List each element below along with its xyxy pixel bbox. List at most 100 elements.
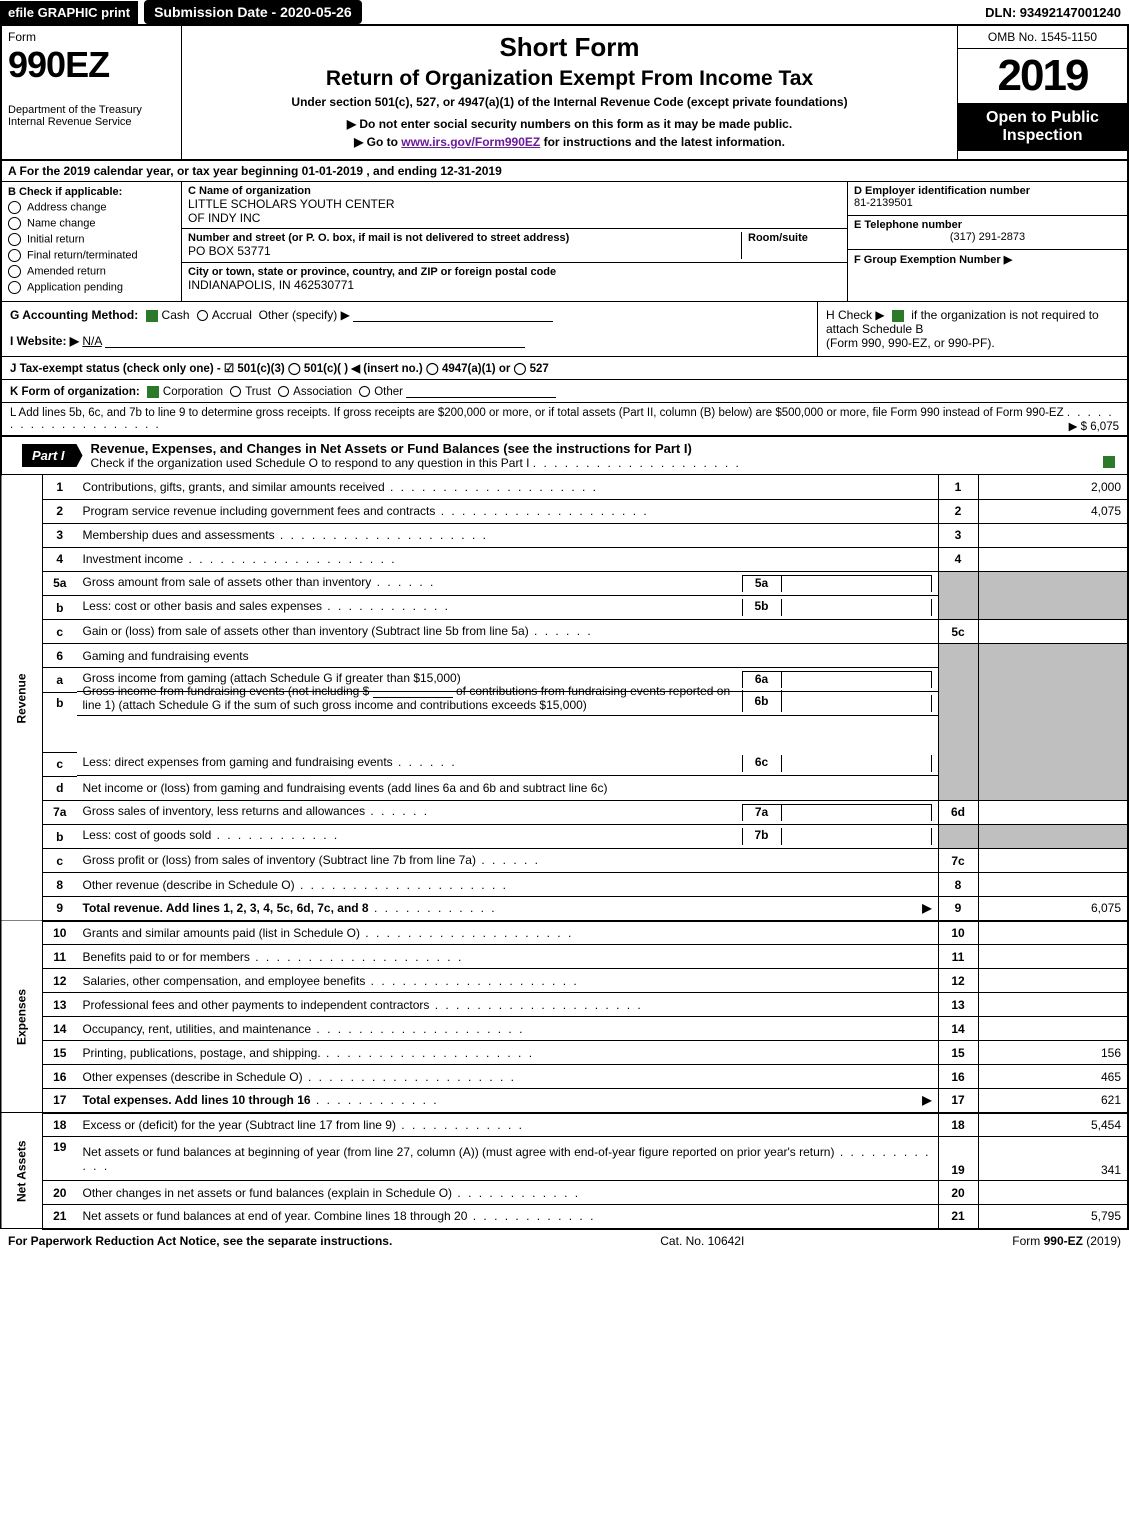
k-assoc-checkbox-icon[interactable]	[278, 386, 289, 397]
netassets-side-label: Net Assets	[1, 1113, 43, 1229]
l4-num: 4	[43, 547, 77, 571]
l6c-sub: 6c	[742, 755, 782, 772]
line-20: 20 Other changes in net assets or fund b…	[1, 1181, 1128, 1205]
l9-amount: 6,075	[978, 897, 1128, 921]
k-other-checkbox-icon[interactable]	[359, 386, 370, 397]
other-label: Other (specify) ▶	[259, 308, 350, 322]
part-1-subtitle: Check if the organization used Schedule …	[91, 456, 1119, 470]
group-exemption-row: F Group Exemption Number ▶	[848, 250, 1127, 284]
l20-amount	[978, 1181, 1128, 1205]
l5c-col: 5c	[938, 620, 978, 644]
cash-checkbox-icon[interactable]	[146, 310, 158, 322]
phone-value: (317) 291-2873	[854, 231, 1121, 243]
row-h: H Check ▶ if the organization is not req…	[817, 302, 1127, 356]
accounting-method-label: G Accounting Method:	[10, 308, 138, 322]
header-right: OMB No. 1545-1150 2019 Open to Public In…	[957, 26, 1127, 159]
line-4: 4 Investment income 4	[1, 547, 1128, 571]
l8-desc: Other revenue (describe in Schedule O)	[83, 878, 508, 892]
omb-number: OMB No. 1545-1150	[958, 26, 1127, 49]
short-form-title: Short Form	[192, 32, 947, 63]
k-corp-checkbox-icon[interactable]	[147, 386, 159, 398]
l5b-desc: Less: cost or other basis and sales expe…	[83, 599, 742, 616]
line-8: 8 Other revenue (describe in Schedule O)…	[1, 873, 1128, 897]
l17-desc: Total expenses. Add lines 10 through 16	[83, 1093, 311, 1107]
l17-arrow-icon: ▶	[922, 1093, 931, 1107]
l14-desc: Occupancy, rent, utilities, and maintena…	[83, 1022, 525, 1036]
irs-link[interactable]: www.irs.gov/Form990EZ	[401, 135, 540, 149]
l21-amount: 5,795	[978, 1205, 1128, 1229]
l6a-subval	[782, 671, 932, 688]
l6d-num: d	[43, 776, 77, 800]
l6b-d1: Gross income from fundraising events (no…	[83, 684, 370, 698]
k-trust-checkbox-icon[interactable]	[230, 386, 241, 397]
info-block: B Check if applicable: Address change Na…	[0, 182, 1129, 302]
l6b-sub: 6b	[742, 690, 782, 712]
line-18: Net Assets 18 Excess or (deficit) for th…	[1, 1113, 1128, 1137]
l6-greycol	[938, 644, 978, 801]
line-3: 3 Membership dues and assessments 3	[1, 523, 1128, 547]
chk-name-change[interactable]: Name change	[8, 217, 175, 230]
l20-dots	[452, 1186, 580, 1200]
line-7a: 7a Gross sales of inventory, less return…	[1, 800, 1128, 825]
h-checkbox-icon[interactable]	[892, 310, 904, 322]
accrual-checkbox-icon[interactable]	[197, 310, 208, 321]
part-1-dots	[533, 456, 741, 470]
l5a-subval	[782, 575, 932, 592]
l8-col: 8	[938, 873, 978, 897]
goto-line: ▶ Go to www.irs.gov/Form990EZ for instru…	[192, 135, 947, 149]
l19-desc: Net assets or fund balances at beginning…	[83, 1145, 835, 1159]
l16-num: 16	[43, 1065, 77, 1089]
line-14: 14 Occupancy, rent, utilities, and maint…	[1, 1017, 1128, 1041]
address-label: Number and street (or P. O. box, if mail…	[188, 232, 741, 244]
chk-initial-return[interactable]: Initial return	[8, 233, 175, 246]
chk-amended-return[interactable]: Amended return	[8, 265, 175, 278]
org-name-2: OF INDY INC	[188, 211, 841, 225]
part-1-title: Revenue, Expenses, and Changes in Net As…	[83, 437, 1127, 474]
l1-desc: Contributions, gifts, grants, and simila…	[83, 480, 599, 494]
l16-col: 16	[938, 1065, 978, 1089]
l4-desc: Investment income	[83, 552, 397, 566]
l11-num: 11	[43, 945, 77, 969]
section-c: C Name of organization LITTLE SCHOLARS Y…	[182, 182, 847, 301]
chk-application-pending[interactable]: Application pending	[8, 281, 175, 294]
top-bar: efile GRAPHIC print Submission Date - 20…	[0, 0, 1129, 26]
l5b-sub: 5b	[742, 599, 782, 616]
l15-desc: Printing, publications, postage, and shi…	[83, 1046, 535, 1060]
l3-amount	[978, 523, 1128, 547]
l17-dots	[311, 1093, 439, 1107]
room-label: Room/suite	[748, 232, 841, 244]
l5b-subval	[782, 599, 932, 616]
ein-row: D Employer identification number 81-2139…	[848, 182, 1127, 216]
l10-col: 10	[938, 921, 978, 945]
schedule-o-checkbox-icon[interactable]	[1103, 456, 1115, 468]
l20-num: 20	[43, 1181, 77, 1205]
phone-label: E Telephone number	[854, 219, 1121, 231]
efile-print-label[interactable]: efile GRAPHIC print	[0, 1, 138, 24]
website-label: I Website: ▶	[10, 334, 79, 348]
l7a-subval	[782, 804, 932, 821]
row-g: G Accounting Method: Cash Accrual Other …	[2, 302, 817, 356]
k-trust: Trust	[245, 386, 271, 398]
chk-final-return[interactable]: Final return/terminated	[8, 249, 175, 262]
k-other-field[interactable]	[406, 384, 556, 398]
l-text: L Add lines 5b, 6c, and 7b to line 9 to …	[10, 407, 1064, 419]
l6d-col: 6d	[938, 800, 978, 825]
l2-col: 2	[938, 499, 978, 523]
l6a-num: a	[43, 668, 77, 693]
line-10: Expenses 10 Grants and similar amounts p…	[1, 921, 1128, 945]
l9-num: 9	[43, 897, 77, 921]
l18-desc: Excess or (deficit) for the year (Subtra…	[83, 1118, 396, 1132]
other-specify-field[interactable]	[353, 308, 553, 322]
expenses-side-label: Expenses	[1, 921, 43, 1113]
l6b-subval	[782, 695, 932, 712]
l1-amount: 2,000	[978, 475, 1128, 499]
tax-year: 2019	[958, 49, 1127, 103]
l7b-greyamt	[978, 825, 1128, 849]
l2-desc: Program service revenue including govern…	[83, 504, 649, 518]
l5ab-greycol	[938, 571, 978, 620]
accrual-label: Accrual	[212, 308, 252, 322]
l7a-num: 7a	[43, 800, 77, 825]
chk-address-change[interactable]: Address change	[8, 201, 175, 214]
l6d-amount	[978, 800, 1128, 825]
page-footer: For Paperwork Reduction Act Notice, see …	[0, 1230, 1129, 1252]
